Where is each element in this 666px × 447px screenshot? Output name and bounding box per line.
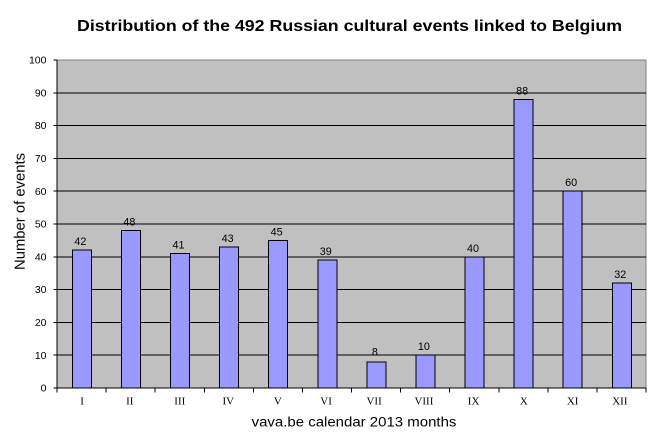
svg-text:10: 10: [418, 341, 430, 353]
svg-text:60: 60: [35, 186, 47, 198]
svg-text:XII: XII: [612, 396, 628, 408]
svg-text:43: 43: [222, 233, 234, 245]
svg-text:39: 39: [320, 246, 332, 258]
svg-text:VII: VII: [366, 396, 382, 408]
svg-text:100: 100: [29, 55, 47, 67]
svg-text:32: 32: [614, 269, 626, 281]
svg-text:vava.be calendar 2013 months: vava.be calendar 2013 months: [252, 415, 457, 430]
svg-text:III: III: [174, 396, 185, 408]
svg-text:90: 90: [35, 87, 47, 99]
svg-text:0: 0: [41, 383, 47, 395]
svg-text:V: V: [274, 396, 282, 408]
svg-text:20: 20: [35, 317, 47, 329]
svg-text:30: 30: [35, 284, 47, 296]
svg-text:XI: XI: [567, 396, 579, 408]
svg-text:60: 60: [565, 177, 577, 189]
svg-text:88: 88: [516, 85, 528, 97]
svg-text:50: 50: [35, 219, 47, 231]
svg-text:8: 8: [372, 346, 378, 358]
svg-text:IV: IV: [222, 396, 234, 408]
svg-text:10: 10: [35, 350, 47, 362]
svg-text:IX: IX: [468, 396, 480, 408]
svg-text:Distribution of the 492 Russia: Distribution of the 492 Russian cultural…: [77, 18, 622, 35]
svg-text:41: 41: [173, 240, 185, 252]
svg-text:40: 40: [467, 243, 479, 255]
svg-text:X: X: [520, 396, 528, 408]
svg-text:42: 42: [74, 236, 86, 248]
svg-text:VIII: VIII: [414, 396, 433, 408]
svg-text:II: II: [126, 396, 134, 408]
svg-text:70: 70: [35, 153, 47, 165]
svg-text:80: 80: [35, 120, 47, 132]
svg-text:Number of events: Number of events: [13, 153, 29, 270]
svg-text:VI: VI: [320, 396, 332, 408]
svg-text:45: 45: [271, 226, 283, 238]
svg-text:48: 48: [123, 217, 135, 229]
svg-text:40: 40: [35, 251, 47, 263]
svg-text:I: I: [80, 396, 84, 408]
